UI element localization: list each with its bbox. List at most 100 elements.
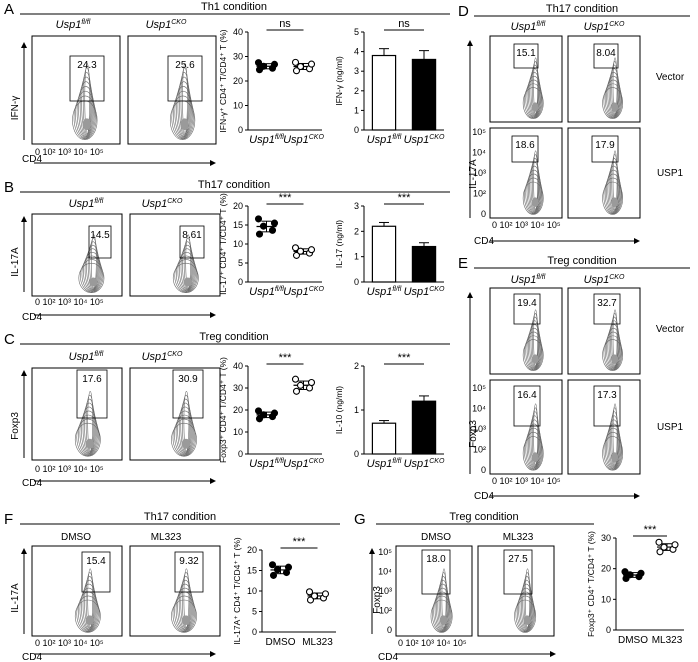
data-point <box>269 571 278 579</box>
flow-plot-frame <box>127 35 217 145</box>
flow-x-ticks: 0 10² 10³ 10⁴ 10⁵ <box>35 464 104 474</box>
gate-percentage: 14.5 <box>90 230 110 241</box>
gate-rect <box>511 135 539 163</box>
contour-line <box>518 587 534 632</box>
contour-line <box>612 150 618 210</box>
contour-core <box>611 354 619 364</box>
contour-line <box>528 324 541 369</box>
data-point <box>291 244 300 252</box>
category-label: Usp1CKO <box>283 134 324 146</box>
contour-line <box>185 234 192 289</box>
arrow-head <box>467 40 473 46</box>
x-axis-marker: CD4 <box>22 154 42 165</box>
gate-percentage: 9.32 <box>179 556 199 567</box>
flow-plot-frame <box>395 545 473 637</box>
contour-core <box>180 118 189 131</box>
category-label: Usp1fl/fl <box>249 286 284 298</box>
contour-core <box>523 615 531 626</box>
y-tick-label: 20 <box>601 564 611 574</box>
contour-line <box>175 587 195 632</box>
y-tick-label: 30 <box>601 533 611 543</box>
data-point <box>270 60 279 68</box>
data-point <box>296 62 305 71</box>
category-label: Usp1CKO <box>404 134 445 146</box>
genotype-label-flfl: Usp1fl/fl <box>56 19 91 31</box>
condition-title: Th17 condition <box>546 3 618 15</box>
x-axis-marker: CD4 <box>22 652 42 662</box>
data-point <box>296 247 305 255</box>
y-tick-label: 30 <box>233 383 243 393</box>
data-point <box>291 58 300 66</box>
data-point <box>671 541 679 549</box>
contour-line <box>530 64 540 116</box>
data-point <box>255 230 264 238</box>
flow-plot: 19.4 <box>489 287 563 375</box>
y-axis-marker: IFN-γ <box>10 96 21 120</box>
category-label: Usp1fl/fl <box>367 134 402 146</box>
x-axis-arrow <box>490 493 640 499</box>
scatter-chart: 0 10 20 30 40 Foxp3⁺ CD4⁺ T/CD4⁺ T (%) *** <box>218 352 322 463</box>
scatter-chart: 0 5 10 15 20 IL-17A⁺ CD4⁺ T/CD4⁺ T (%) *** <box>232 536 336 645</box>
flow-x-ticks: 0 10² 10³ 10⁴ 10⁵ <box>35 147 104 157</box>
data-point <box>284 563 293 571</box>
y-tick-label: 0 <box>606 625 611 635</box>
y-tick-label: 0 <box>354 277 359 287</box>
y-tick-label: 0 <box>238 449 243 459</box>
y-tick-label: 0 <box>252 627 257 637</box>
arrow-head <box>21 42 27 48</box>
contour-line <box>177 76 191 137</box>
x-axis-arrow <box>34 651 216 657</box>
contour-line <box>177 406 194 455</box>
category-label: Usp1fl/fl <box>249 134 284 146</box>
contour-line <box>440 572 448 629</box>
gate-percentage: 8.04 <box>596 48 616 59</box>
contour-line <box>183 568 190 628</box>
gate-rect <box>591 135 619 163</box>
panel-letter-b: B <box>4 179 14 196</box>
row-label-usp1: USP1 <box>657 422 684 433</box>
data-point <box>292 387 301 395</box>
contour-line <box>606 75 621 118</box>
flow-y-tick: 10³ <box>379 586 392 596</box>
genotype-label-flfl: Usp1fl/fl <box>69 351 104 363</box>
flow-y-tick: 10² <box>473 445 486 455</box>
contour-line <box>182 241 193 290</box>
panel-letter-a: A <box>4 1 14 18</box>
contour-line <box>522 339 544 371</box>
data-point <box>305 588 314 596</box>
data-point <box>310 592 319 600</box>
panel-letter-g: G <box>354 511 366 528</box>
contour-line <box>602 87 624 119</box>
condition-title: Treg condition <box>547 255 616 267</box>
contour-line <box>84 576 95 630</box>
data-point <box>292 251 301 259</box>
significance-label: ns <box>279 18 291 30</box>
condition-title: Th17 condition <box>198 179 270 191</box>
contour-line <box>179 72 190 136</box>
y-tick-label: 5 <box>238 258 243 268</box>
flow-x-ticks: 0 10² 10³ 10⁴ 10⁵ <box>492 220 561 230</box>
flow-plot-frame <box>489 379 563 475</box>
y-axis-marker: Foxp3 <box>468 420 479 448</box>
gate-rect <box>513 293 541 325</box>
flow-plot-frame <box>489 127 563 219</box>
data-point <box>259 411 268 419</box>
x-axis-marker: CD4 <box>474 236 494 247</box>
category-label: Usp1CKO <box>404 458 445 470</box>
flow-plot: 8.04 <box>567 35 641 123</box>
flow-plot: 17.9 <box>567 127 641 219</box>
contour-core <box>611 197 619 208</box>
y-tick-label: 10 <box>247 586 257 596</box>
y-tick-label: 3 <box>354 66 359 76</box>
y-axis-label: IL-17⁺ CD4⁺ T/CD4⁺ T (%) <box>218 193 228 295</box>
contour-line <box>81 583 97 631</box>
arrow-head <box>210 160 216 166</box>
contour-line <box>76 418 100 457</box>
contour-line <box>533 403 538 466</box>
contour-line <box>611 313 619 367</box>
contour-line <box>176 81 192 138</box>
flow-plot-frame <box>31 545 123 637</box>
data-point <box>660 543 668 551</box>
y-tick-label: 2 <box>354 361 359 371</box>
contour-line <box>606 169 621 214</box>
